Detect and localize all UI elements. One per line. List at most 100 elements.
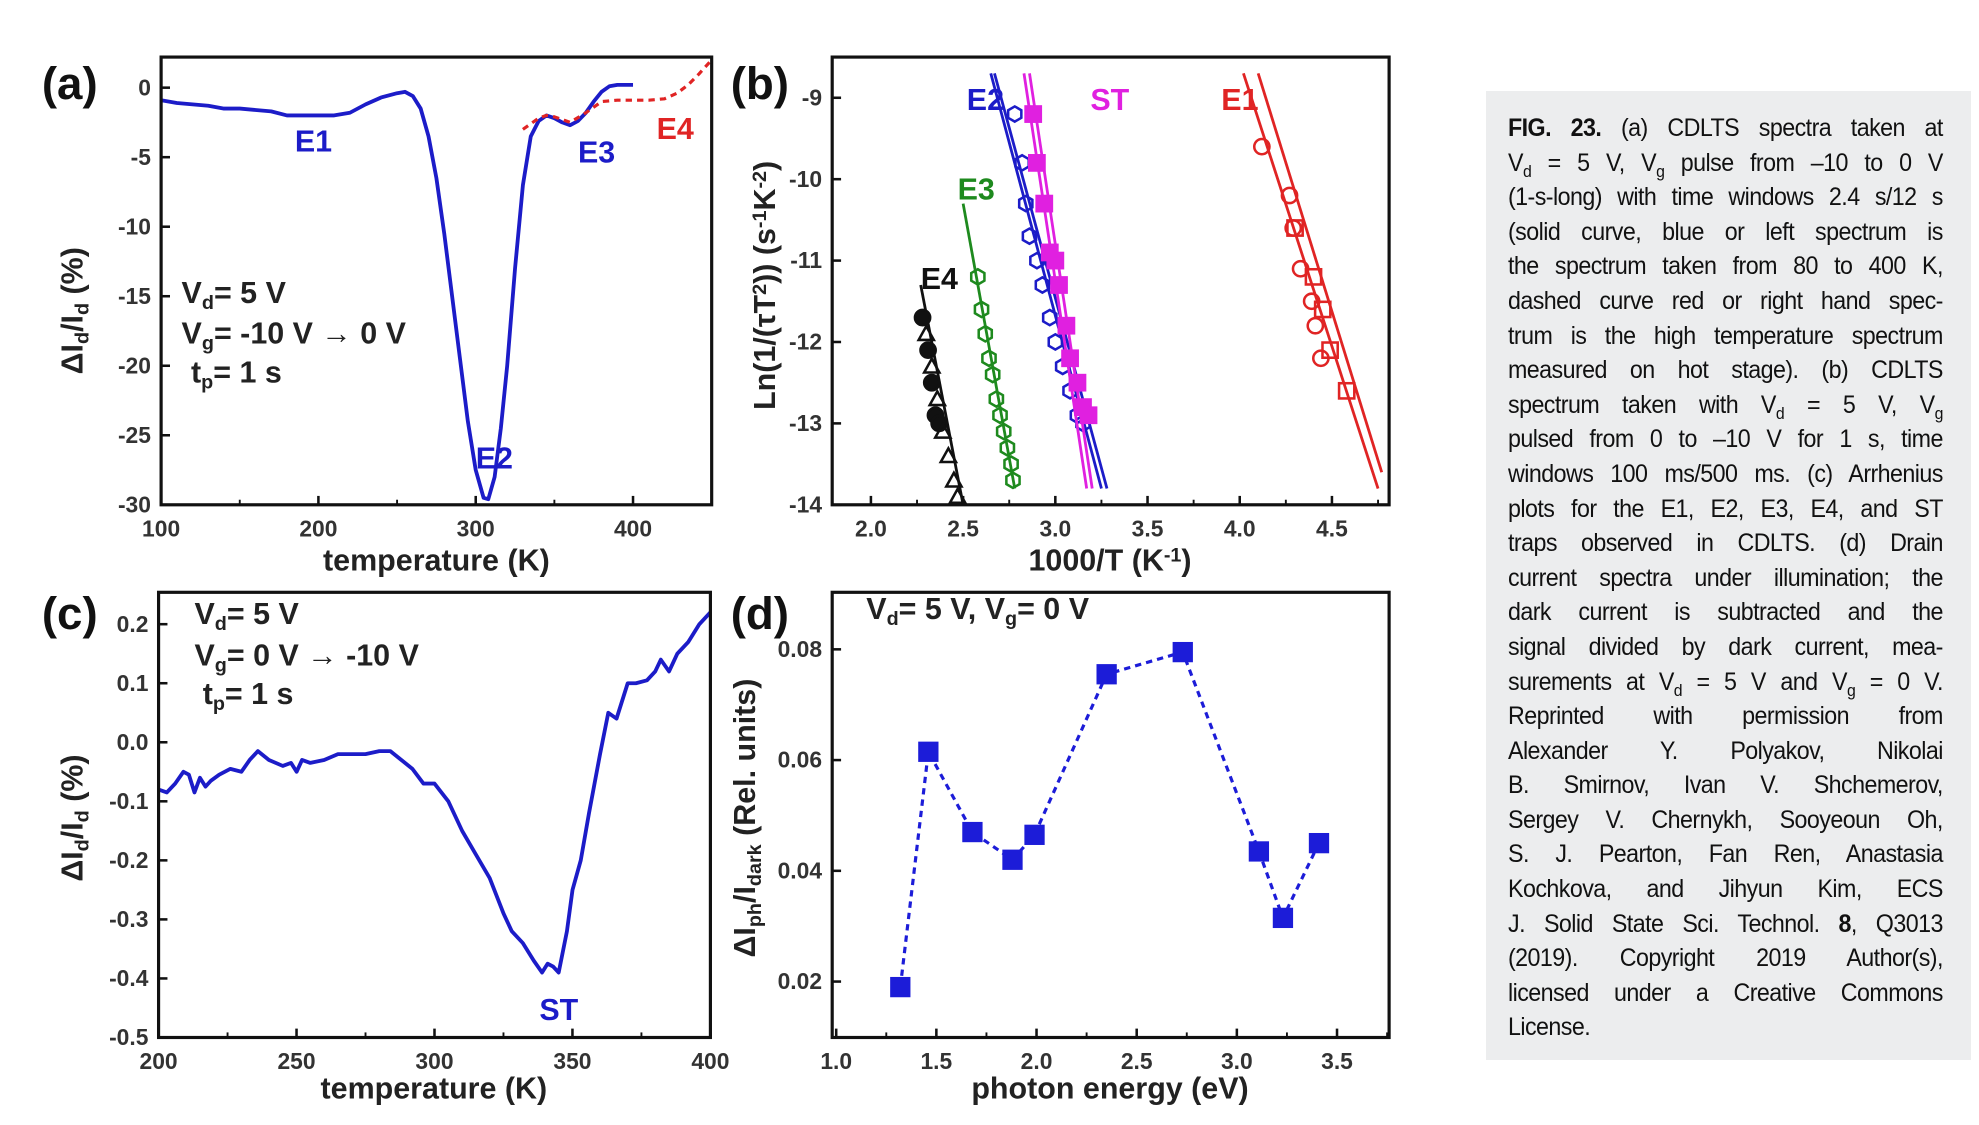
- caption-text: = 5 V, V: [1531, 148, 1657, 177]
- data-point: [1306, 316, 1325, 335]
- caption-text: Sergey V. Chernykh, Sooyeoun Oh,: [1508, 805, 1943, 834]
- text-part: g: [202, 333, 214, 355]
- x-tick-label: 350: [553, 1048, 591, 1074]
- y-axis-title: ΔIph/Idark (Rel. units): [728, 679, 766, 958]
- caption-text: (a) CDLTS spectra taken at: [1601, 114, 1943, 142]
- annotation-label: Vg= -10 V → 0 V: [182, 317, 407, 355]
- text-part: (Rel. units): [728, 679, 762, 845]
- plot-area: [161, 58, 712, 502]
- text-part: ): [1181, 544, 1191, 578]
- x-tick-label: 200: [140, 1048, 178, 1074]
- x-axis-title: temperature (K): [321, 1071, 548, 1105]
- caption-text: the spectrum taken from 80 to 400 K,: [1508, 252, 1943, 281]
- y-tick-label: -0.1: [109, 788, 149, 814]
- data-point: [1057, 316, 1076, 335]
- annotation-label: Vd= 5 V: [194, 597, 299, 635]
- caption-line: Vd = 5 V, Vg pulse from –10 to 0 V: [1508, 146, 1943, 181]
- data-point: [944, 470, 964, 488]
- text-part: = 0 V: [1017, 592, 1090, 626]
- plot-area: [913, 72, 1384, 505]
- data-point: [1172, 641, 1193, 663]
- y-axis-title: Ln(1/(τT2)) (s-1K-2): [748, 161, 782, 410]
- text-part: = 5 V, V: [899, 592, 1006, 626]
- x-axis-title: 1000/T (K-1): [1028, 544, 1191, 578]
- plot-frame: [830, 590, 1391, 1040]
- data-point: [890, 976, 911, 998]
- x-tick-label: 100: [142, 516, 180, 542]
- caption-line: trum is the high temperature spectrum: [1508, 319, 1943, 354]
- caption-line: J. Solid State Sci. Technol. 8, Q3013: [1508, 907, 1943, 942]
- caption-line: dark current is subtracted and the: [1508, 595, 1943, 630]
- y-tick-label: -0.5: [109, 1024, 149, 1050]
- annotation-label: E4: [657, 112, 694, 146]
- y-tick-label: -5: [131, 144, 152, 170]
- data-point: [984, 365, 1001, 384]
- text-part: E2: [476, 442, 513, 476]
- caption-text: measured on hot stage). (b) CDLTS: [1508, 356, 1943, 385]
- data-point: [1079, 406, 1098, 425]
- caption-line: Alexander Y. Polyakov, Nikolai: [1508, 734, 1943, 769]
- text-part: ΔI: [728, 927, 762, 957]
- y-axis-title: ΔId/Id (%): [55, 247, 93, 374]
- series-line: [158, 611, 711, 975]
- caption-text: licensed under a Creative Commons: [1508, 978, 1943, 1007]
- caption-line: signal divided by dark current, mea-: [1508, 630, 1943, 665]
- caption-text: pulse from –10 to 0 V: [1664, 148, 1944, 177]
- plot-frame: [156, 590, 712, 1040]
- caption-text: V: [1508, 148, 1524, 177]
- y-tick-label: -0.4: [109, 965, 149, 991]
- text-part: = 1 s: [225, 677, 294, 711]
- annotation-label: Vd= 5 V: [182, 276, 287, 314]
- x-tick-label: 2.0: [1021, 1048, 1053, 1074]
- data-point: [999, 438, 1016, 457]
- y-tick-label: -15: [118, 283, 151, 309]
- y-tick-label: -12: [789, 329, 822, 355]
- data-point: [1321, 341, 1339, 360]
- caption-line: Sergey V. Chernykh, Sooyeoun Oh,: [1508, 803, 1943, 838]
- y-tick-label: -0.2: [109, 847, 148, 873]
- caption-line: FIG. 23. (a) CDLTS spectra taken at: [1508, 111, 1943, 146]
- data-point: [1024, 105, 1043, 123]
- panel-b-arrhenius-plot: (b)2.0 2.5 3.0 3.5 4.0 4.5-9-10-11-12-13-1410…: [731, 55, 1391, 578]
- data-point: [916, 323, 937, 342]
- text-part: /I: [55, 822, 89, 839]
- caption-text: d: [1775, 403, 1785, 423]
- y-tick-label: 0.2: [117, 611, 149, 637]
- text-part: E3: [578, 136, 615, 170]
- data-point: [1248, 841, 1270, 862]
- x-tick-label: 1.0: [820, 1048, 852, 1074]
- annotation-label: E1: [295, 125, 332, 159]
- caption-text: dark current is subtracted and the: [1508, 598, 1943, 627]
- annotation-label: ST: [539, 993, 578, 1027]
- caption-line: plots for the E1, E2, E3, E4, and ST: [1508, 492, 1943, 527]
- annotation-label: Vd= 5 V, Vg= 0 V: [866, 592, 1089, 630]
- caption-text: J. Solid State Sci. Technol.: [1508, 909, 1839, 938]
- x-tick-label: 2.0: [855, 516, 887, 542]
- y-tick-label: -30: [118, 491, 151, 517]
- caption-text: g: [1934, 403, 1944, 423]
- caption-text: traps observed in CDLTS. (d) Drain: [1508, 529, 1943, 558]
- text-part: d: [71, 839, 93, 851]
- caption-text: g: [1656, 161, 1665, 181]
- x-tick-label: 3.0: [1039, 516, 1071, 542]
- caption-text: License.: [1508, 1013, 1591, 1042]
- x-tick-label: 400: [691, 1048, 729, 1074]
- caption-line: (2019). Copyright 2019 Author(s),: [1508, 941, 1943, 976]
- text-part: d: [71, 303, 93, 315]
- panel-c-cdlts-spectrum: (c) 200 250 300 350 400 0.2 0.1 0.0 -0.1 -0.2 -0.3 -…: [42, 588, 730, 1105]
- data-point: [1002, 849, 1023, 870]
- x-tick-label: 200: [299, 516, 337, 542]
- caption-text: (2019). Copyright 2019 Author(s),: [1508, 944, 1943, 973]
- annotation-label: ST: [1090, 83, 1129, 117]
- caption-text: 8: [1838, 909, 1852, 938]
- annotation-label: E3: [958, 173, 995, 207]
- caption-line: Kochkova, and Jihyun Kim, ECS: [1508, 872, 1943, 907]
- caption-line: Reprinted with permission from: [1508, 699, 1943, 734]
- text-part: /I: [728, 886, 762, 903]
- x-tick-label: 2.5: [947, 516, 979, 542]
- text-part: g: [215, 655, 227, 677]
- y-tick-label: 0.04: [778, 857, 823, 883]
- caption-line: licensed under a Creative Commons: [1508, 976, 1943, 1011]
- panel-label: (d): [731, 588, 789, 639]
- data-point: [1280, 186, 1299, 205]
